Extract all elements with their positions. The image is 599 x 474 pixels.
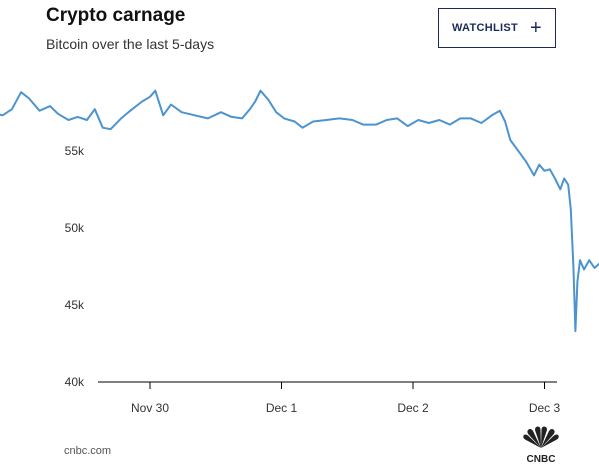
source-label: cnbc.com [64,445,112,457]
peacock-logo: CNBC [523,426,559,465]
y-tick-label: 45k [65,298,85,312]
x-tick-label: Dec 1 [266,401,298,415]
x-tick-label: Dec 3 [529,401,561,415]
logo-text: CNBC [527,454,556,465]
y-tick-label: 50k [65,221,85,235]
bitcoin-price-line [0,89,599,333]
y-tick-label: 40k [65,375,85,389]
x-tick-label: Nov 30 [131,401,169,415]
plus-icon: + [530,17,543,39]
chart-subtitle: Bitcoin over the last 5-days [46,36,215,52]
watchlist-label: WATCHLIST [451,22,519,34]
y-tick-label: 55k [65,144,85,158]
x-tick-label: Dec 2 [397,401,429,415]
watchlist-button[interactable]: WATCHLIST + [438,8,556,48]
chart-title: Crypto carnage [46,5,186,26]
